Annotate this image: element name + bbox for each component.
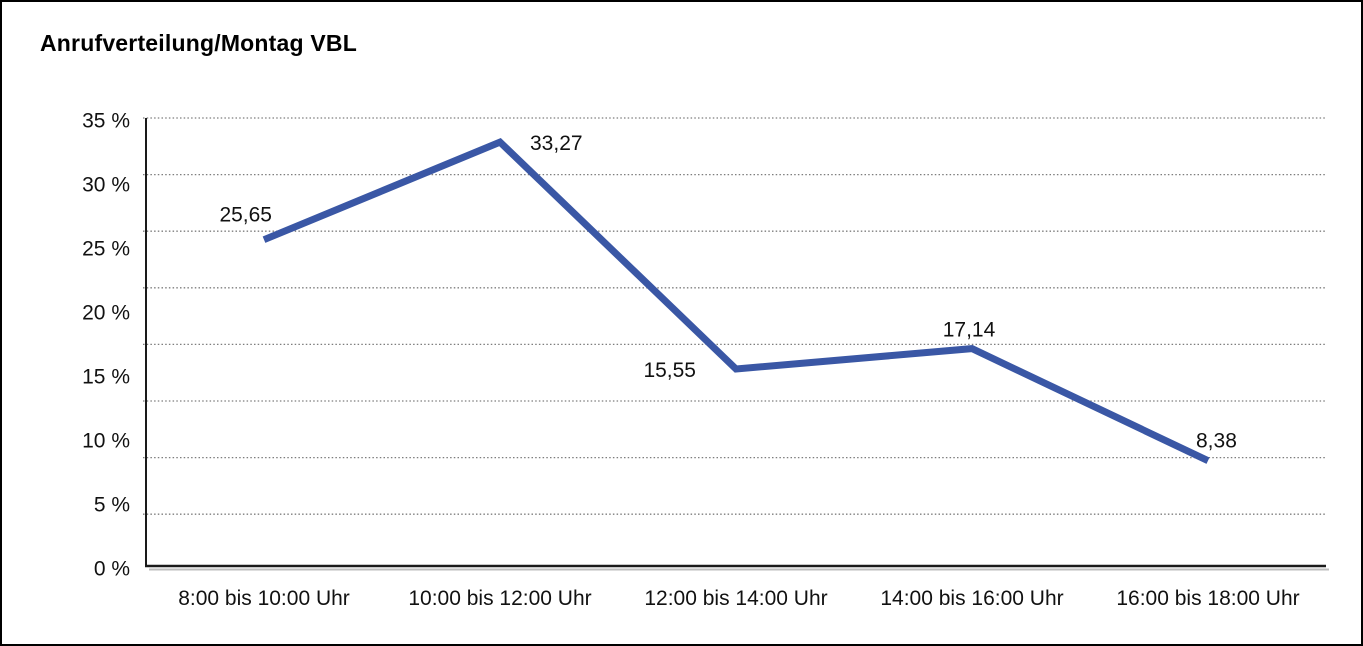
- data-point-label: 33,27: [530, 132, 583, 155]
- y-tick-label: 20 %: [82, 302, 130, 325]
- y-tick-label: 0 %: [94, 558, 130, 581]
- y-tick-label: 25 %: [82, 238, 130, 261]
- series-group: [262, 137, 1210, 464]
- data-point-label: 17,14: [943, 319, 996, 342]
- data-point-label: 8,38: [1196, 430, 1237, 453]
- y-tick-label: 35 %: [82, 110, 130, 133]
- axes-group: [145, 118, 1329, 571]
- data-point-label: 15,55: [643, 359, 696, 382]
- x-category-label: 16:00 bis 18:00 Uhr: [1116, 587, 1299, 610]
- x-category-label: 8:00 bis 10:00 Uhr: [178, 587, 350, 610]
- y-tick-label: 10 %: [82, 430, 130, 453]
- y-tick-label: 30 %: [82, 174, 130, 197]
- data-point-label: 25,65: [219, 204, 272, 227]
- series-polyline: [262, 137, 1210, 464]
- y-tick-label: 15 %: [82, 366, 130, 389]
- chart-title: Anrufverteilung/Montag VBL: [40, 30, 357, 56]
- gridlines-group: [143, 117, 1326, 515]
- data-point-labels: 25,65 33,27 15,55 17,14 8,38: [219, 132, 1236, 453]
- y-tick-label: 5 %: [94, 494, 130, 517]
- y-axis-tick-labels: 0 % 5 % 10 % 15 % 20 % 25 % 30 % 35 %: [82, 110, 130, 581]
- x-axis-category-labels: 8:00 bis 10:00 Uhr 10:00 bis 12:00 Uhr 12:…: [178, 587, 1299, 610]
- x-category-label: 14:00 bis 16:00 Uhr: [880, 587, 1063, 610]
- x-category-label: 10:00 bis 12:00 Uhr: [408, 587, 591, 610]
- x-category-label: 12:00 bis 14:00 Uhr: [644, 587, 827, 610]
